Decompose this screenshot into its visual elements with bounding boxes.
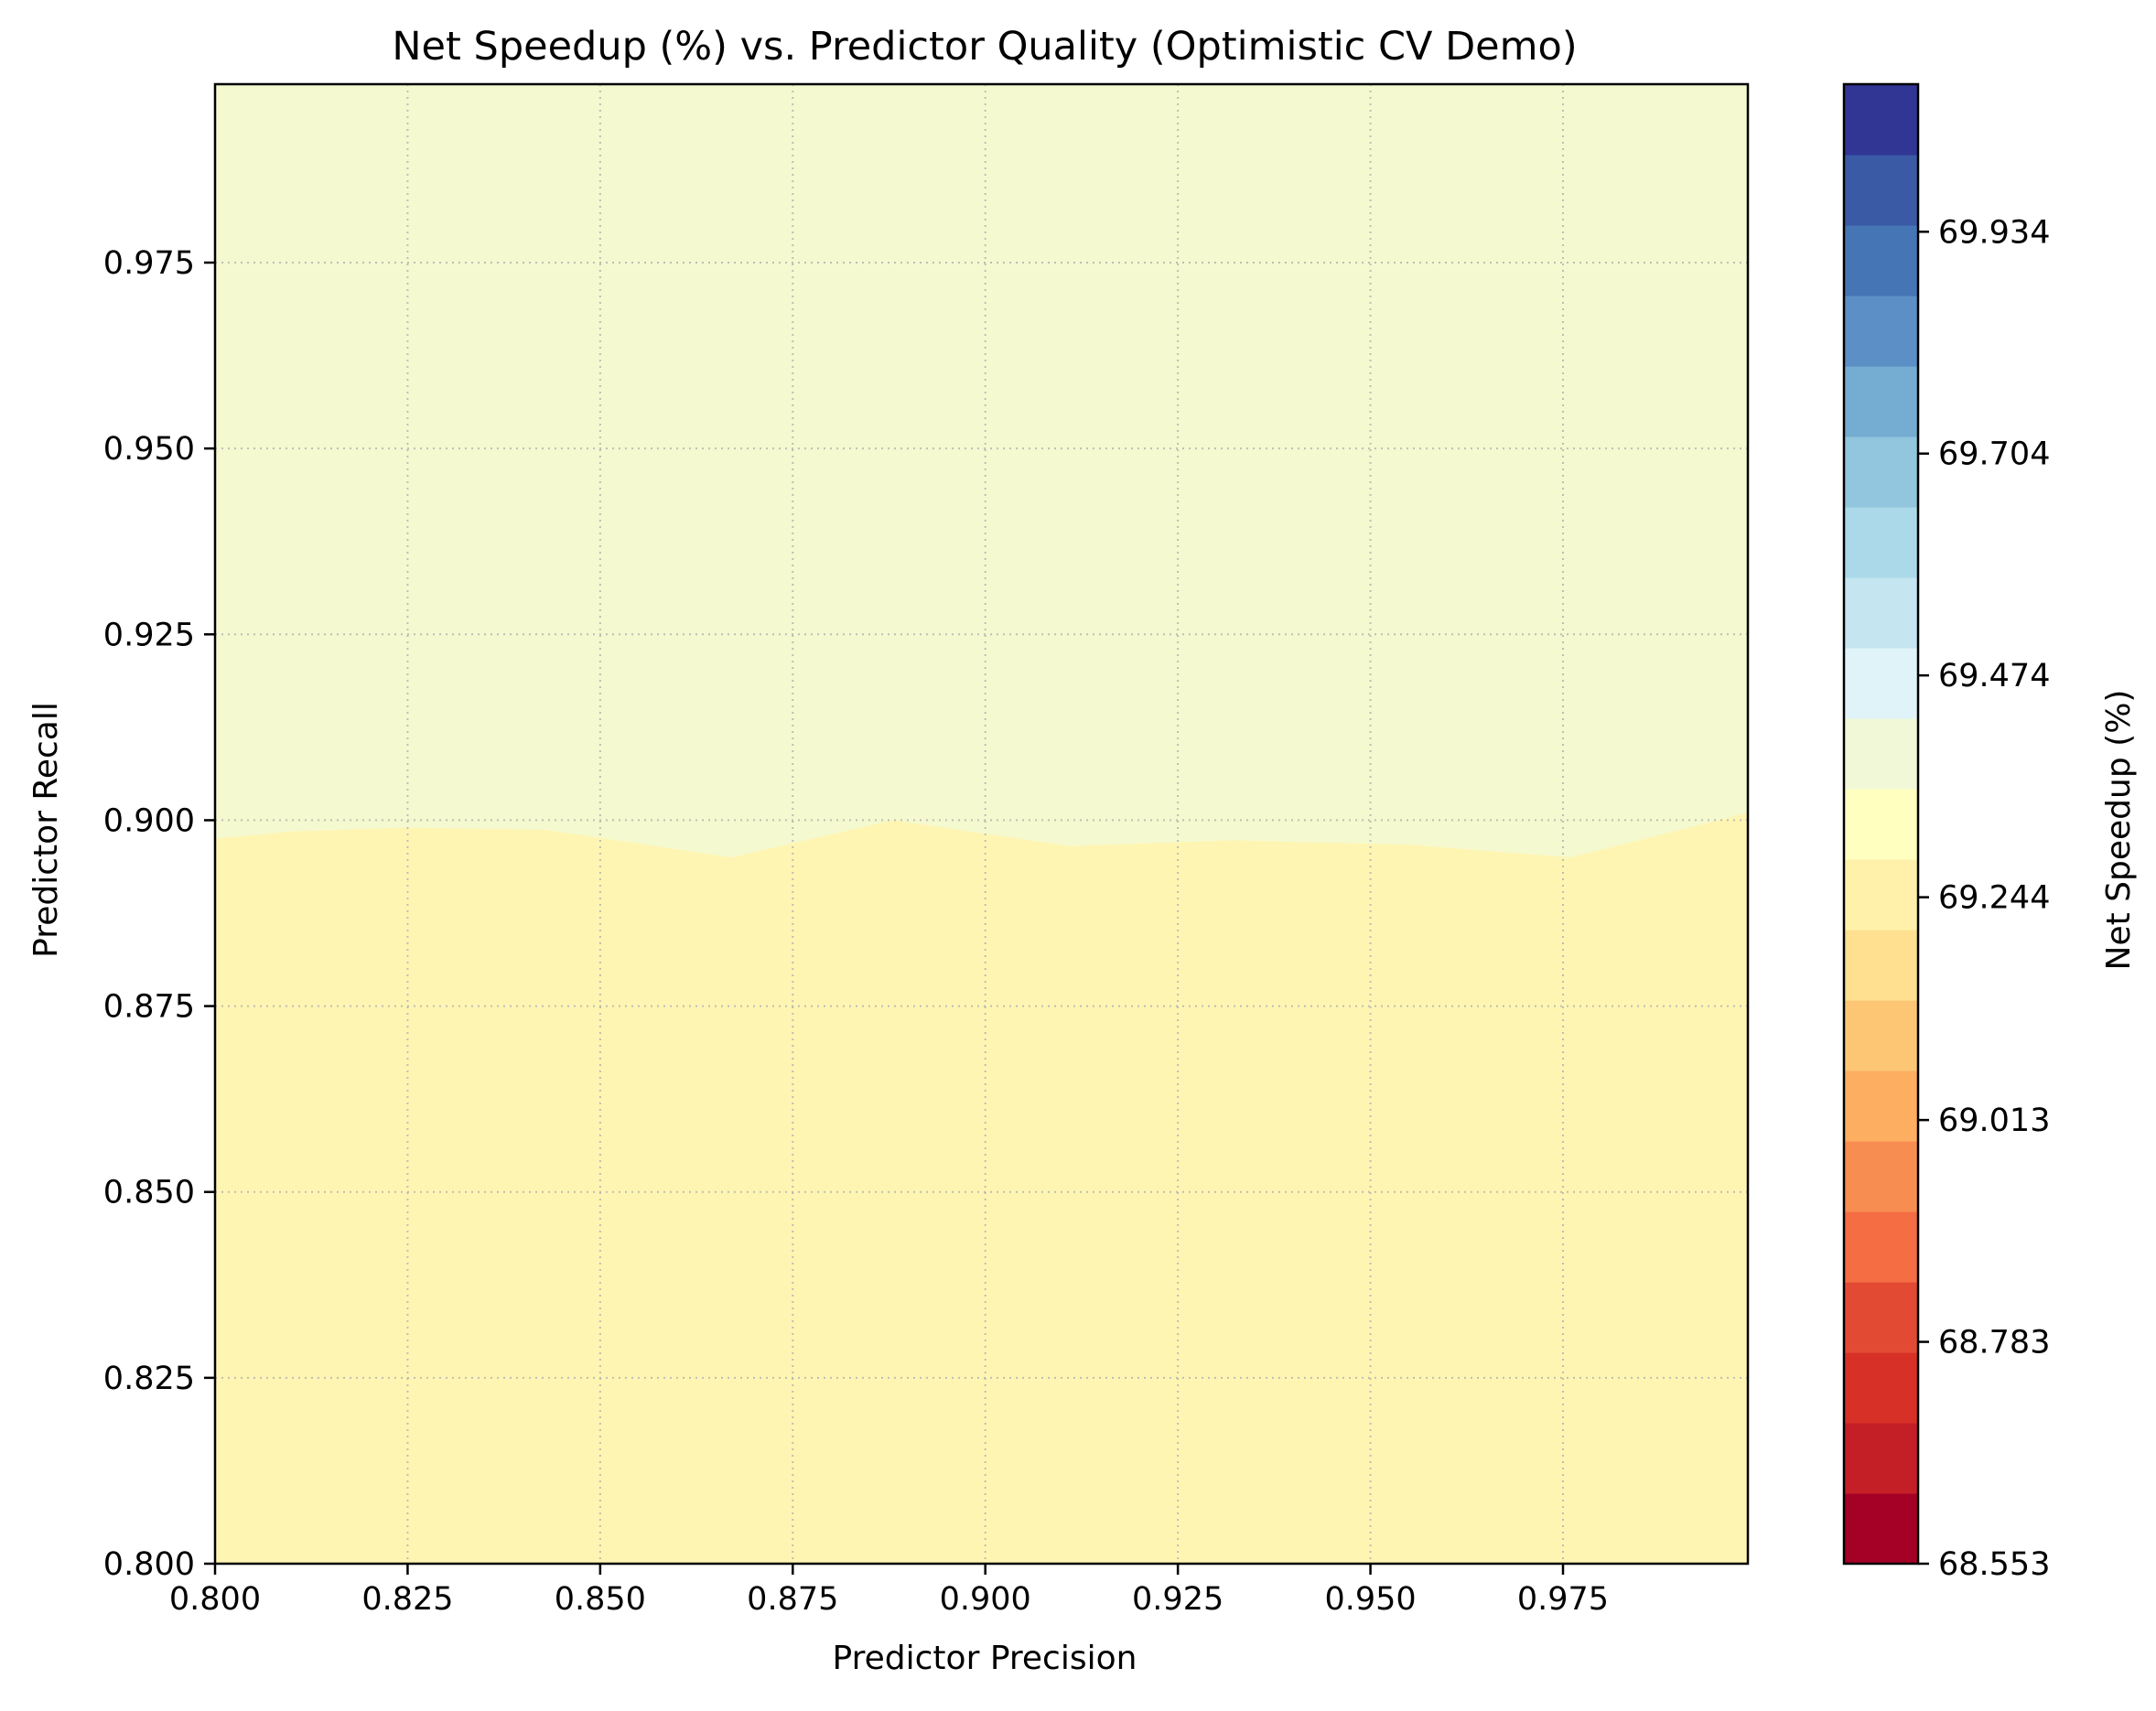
colorbar-band	[1844, 577, 1918, 649]
colorbar-band	[1844, 859, 1918, 931]
colorbar-band	[1844, 1352, 1918, 1424]
colorbar-band	[1844, 436, 1918, 508]
colorbar-band	[1844, 155, 1918, 226]
colorbar-tick-label: 68.783	[1938, 1325, 2050, 1361]
y-tick-label: 0.925	[103, 617, 195, 653]
x-axis: 0.800 0.825 0.850 0.875 0.900 0.925 0.950 0.975	[169, 1564, 1609, 1618]
colorbar-band	[1844, 1071, 1918, 1142]
colorbar-band	[1844, 1282, 1918, 1353]
colorbar-tick-label: 69.934	[1938, 214, 2050, 251]
colorbar-band	[1844, 1000, 1918, 1071]
x-tick-label: 0.800	[169, 1581, 261, 1618]
colorbar-band	[1844, 507, 1918, 578]
colorbar-band	[1844, 648, 1918, 719]
y-tick-label: 0.800	[103, 1546, 195, 1583]
x-axis-label: Predictor Precision	[833, 1640, 1137, 1677]
chart-title: Net Speedup (%) vs. Predictor Quality (O…	[392, 24, 1577, 70]
colorbar-tick-label: 69.704	[1938, 436, 2050, 473]
colorbar-band	[1844, 1423, 1918, 1494]
y-tick-label: 0.825	[103, 1361, 195, 1397]
colorbar-tick-label: 69.474	[1938, 658, 2050, 694]
plot-frame	[213, 82, 1750, 1566]
colorbar-label: Net Speedup (%)	[2100, 690, 2138, 971]
contour-regions	[215, 84, 1748, 1564]
y-axis-label: Predictor Recall	[27, 702, 65, 958]
x-tick-label: 0.900	[940, 1581, 1031, 1618]
x-tick-label: 0.925	[1132, 1581, 1224, 1618]
colorbar-band	[1844, 366, 1918, 437]
y-tick-label: 0.950	[103, 431, 195, 468]
x-tick-label: 0.875	[747, 1581, 838, 1618]
x-tick-label: 0.950	[1324, 1581, 1416, 1618]
x-tick-label: 0.850	[555, 1581, 646, 1618]
colorbar-tick-label: 68.553	[1938, 1546, 2050, 1583]
colorbar-band	[1844, 789, 1918, 860]
colorbar-band	[1844, 296, 1918, 367]
colorbar-band	[1844, 84, 1918, 156]
y-tick-label: 0.900	[103, 802, 195, 839]
y-tick-label: 0.975	[103, 245, 195, 282]
colorbar-frame	[1842, 82, 1920, 1566]
colorbar-band	[1844, 930, 1918, 1001]
y-tick-label: 0.850	[103, 1175, 195, 1211]
colorbar-band	[1844, 1211, 1918, 1283]
colorbar-band	[1844, 225, 1918, 296]
contour-region-lower	[215, 812, 1748, 1564]
y-tick-label: 0.875	[103, 989, 195, 1026]
colorbar-band	[1844, 1141, 1918, 1212]
x-tick-label: 0.825	[361, 1581, 453, 1618]
colorbar-tick-label: 69.244	[1938, 880, 2050, 917]
y-axis: 0.800 0.825 0.850 0.875 0.900 0.925 0.950 0.975	[103, 245, 215, 1583]
colorbar-band	[1844, 718, 1918, 790]
colorbar: 68.553 68.783 69.013 69.244 69.474 69.704 69.9…	[1842, 82, 2050, 1583]
colorbar-band	[1844, 1493, 1918, 1565]
x-tick-label: 0.975	[1517, 1581, 1609, 1618]
colorbar-tick-label: 69.013	[1938, 1103, 2050, 1139]
